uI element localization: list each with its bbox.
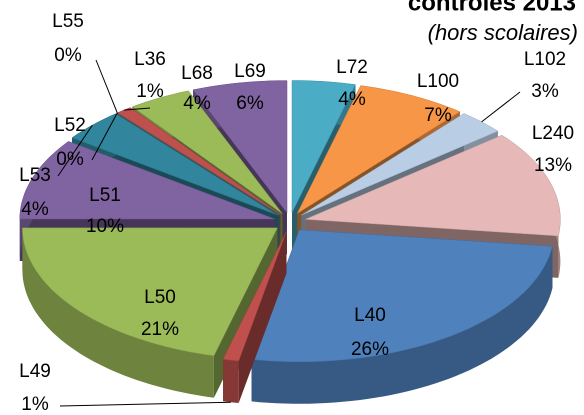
slice xyxy=(251,229,553,363)
slice xyxy=(22,227,278,356)
slice-label: 3% xyxy=(531,81,559,102)
slice-name: L51 xyxy=(89,185,121,206)
slice-name: L240 xyxy=(532,123,574,144)
slice-label: 13% xyxy=(534,155,572,176)
slice-name: L53 xyxy=(19,165,51,186)
slice xyxy=(192,80,288,214)
slice-name: L50 xyxy=(144,287,176,308)
slice-name: L49 xyxy=(19,361,51,382)
leader-line xyxy=(57,124,93,177)
slice-name: L52 xyxy=(54,115,86,136)
slice-label: 0% xyxy=(56,149,84,170)
leader-line xyxy=(91,112,118,161)
slice xyxy=(222,231,287,362)
slice xyxy=(305,134,561,237)
leader-line xyxy=(481,91,521,123)
slice-label: 1% xyxy=(21,394,49,415)
chart-title: contrôlés 2013 xyxy=(408,0,576,16)
slice-name: L40 xyxy=(354,305,386,326)
slice xyxy=(296,85,461,215)
slice-side xyxy=(22,227,214,398)
slice-side xyxy=(251,246,553,404)
slice-label: 6% xyxy=(236,93,264,114)
slice-name: L102 xyxy=(524,49,566,70)
slice-label: 26% xyxy=(351,339,389,360)
slice-label: 7% xyxy=(424,105,452,126)
slice-label: 0% xyxy=(54,45,82,66)
slice-label: 10% xyxy=(86,216,124,237)
chart-subtitle: (hors scolaires) xyxy=(428,20,578,45)
slice-name: L100 xyxy=(417,71,459,92)
slice-label: 4% xyxy=(183,93,211,114)
slice-name: L69 xyxy=(234,61,266,82)
leader-line xyxy=(95,59,118,114)
slice-name: L72 xyxy=(336,57,368,78)
slice-side xyxy=(223,359,239,403)
pie xyxy=(19,80,561,404)
slice xyxy=(131,90,283,214)
slice-name: L68 xyxy=(181,63,213,84)
slice-label: 21% xyxy=(141,319,179,340)
leader-line xyxy=(59,401,231,407)
slice-label: 4% xyxy=(338,89,366,110)
slice-name: L55 xyxy=(52,11,84,32)
leader-line xyxy=(123,107,151,111)
slice-label: 4% xyxy=(21,199,49,220)
slice xyxy=(19,141,275,220)
slice-label: 1% xyxy=(136,81,164,102)
slice xyxy=(291,80,356,213)
labels: L72 4% L100 7% L102 3% L240 13% L40 26% L49 1% L50 21… xyxy=(19,11,574,415)
slice-name: L36 xyxy=(134,49,166,70)
